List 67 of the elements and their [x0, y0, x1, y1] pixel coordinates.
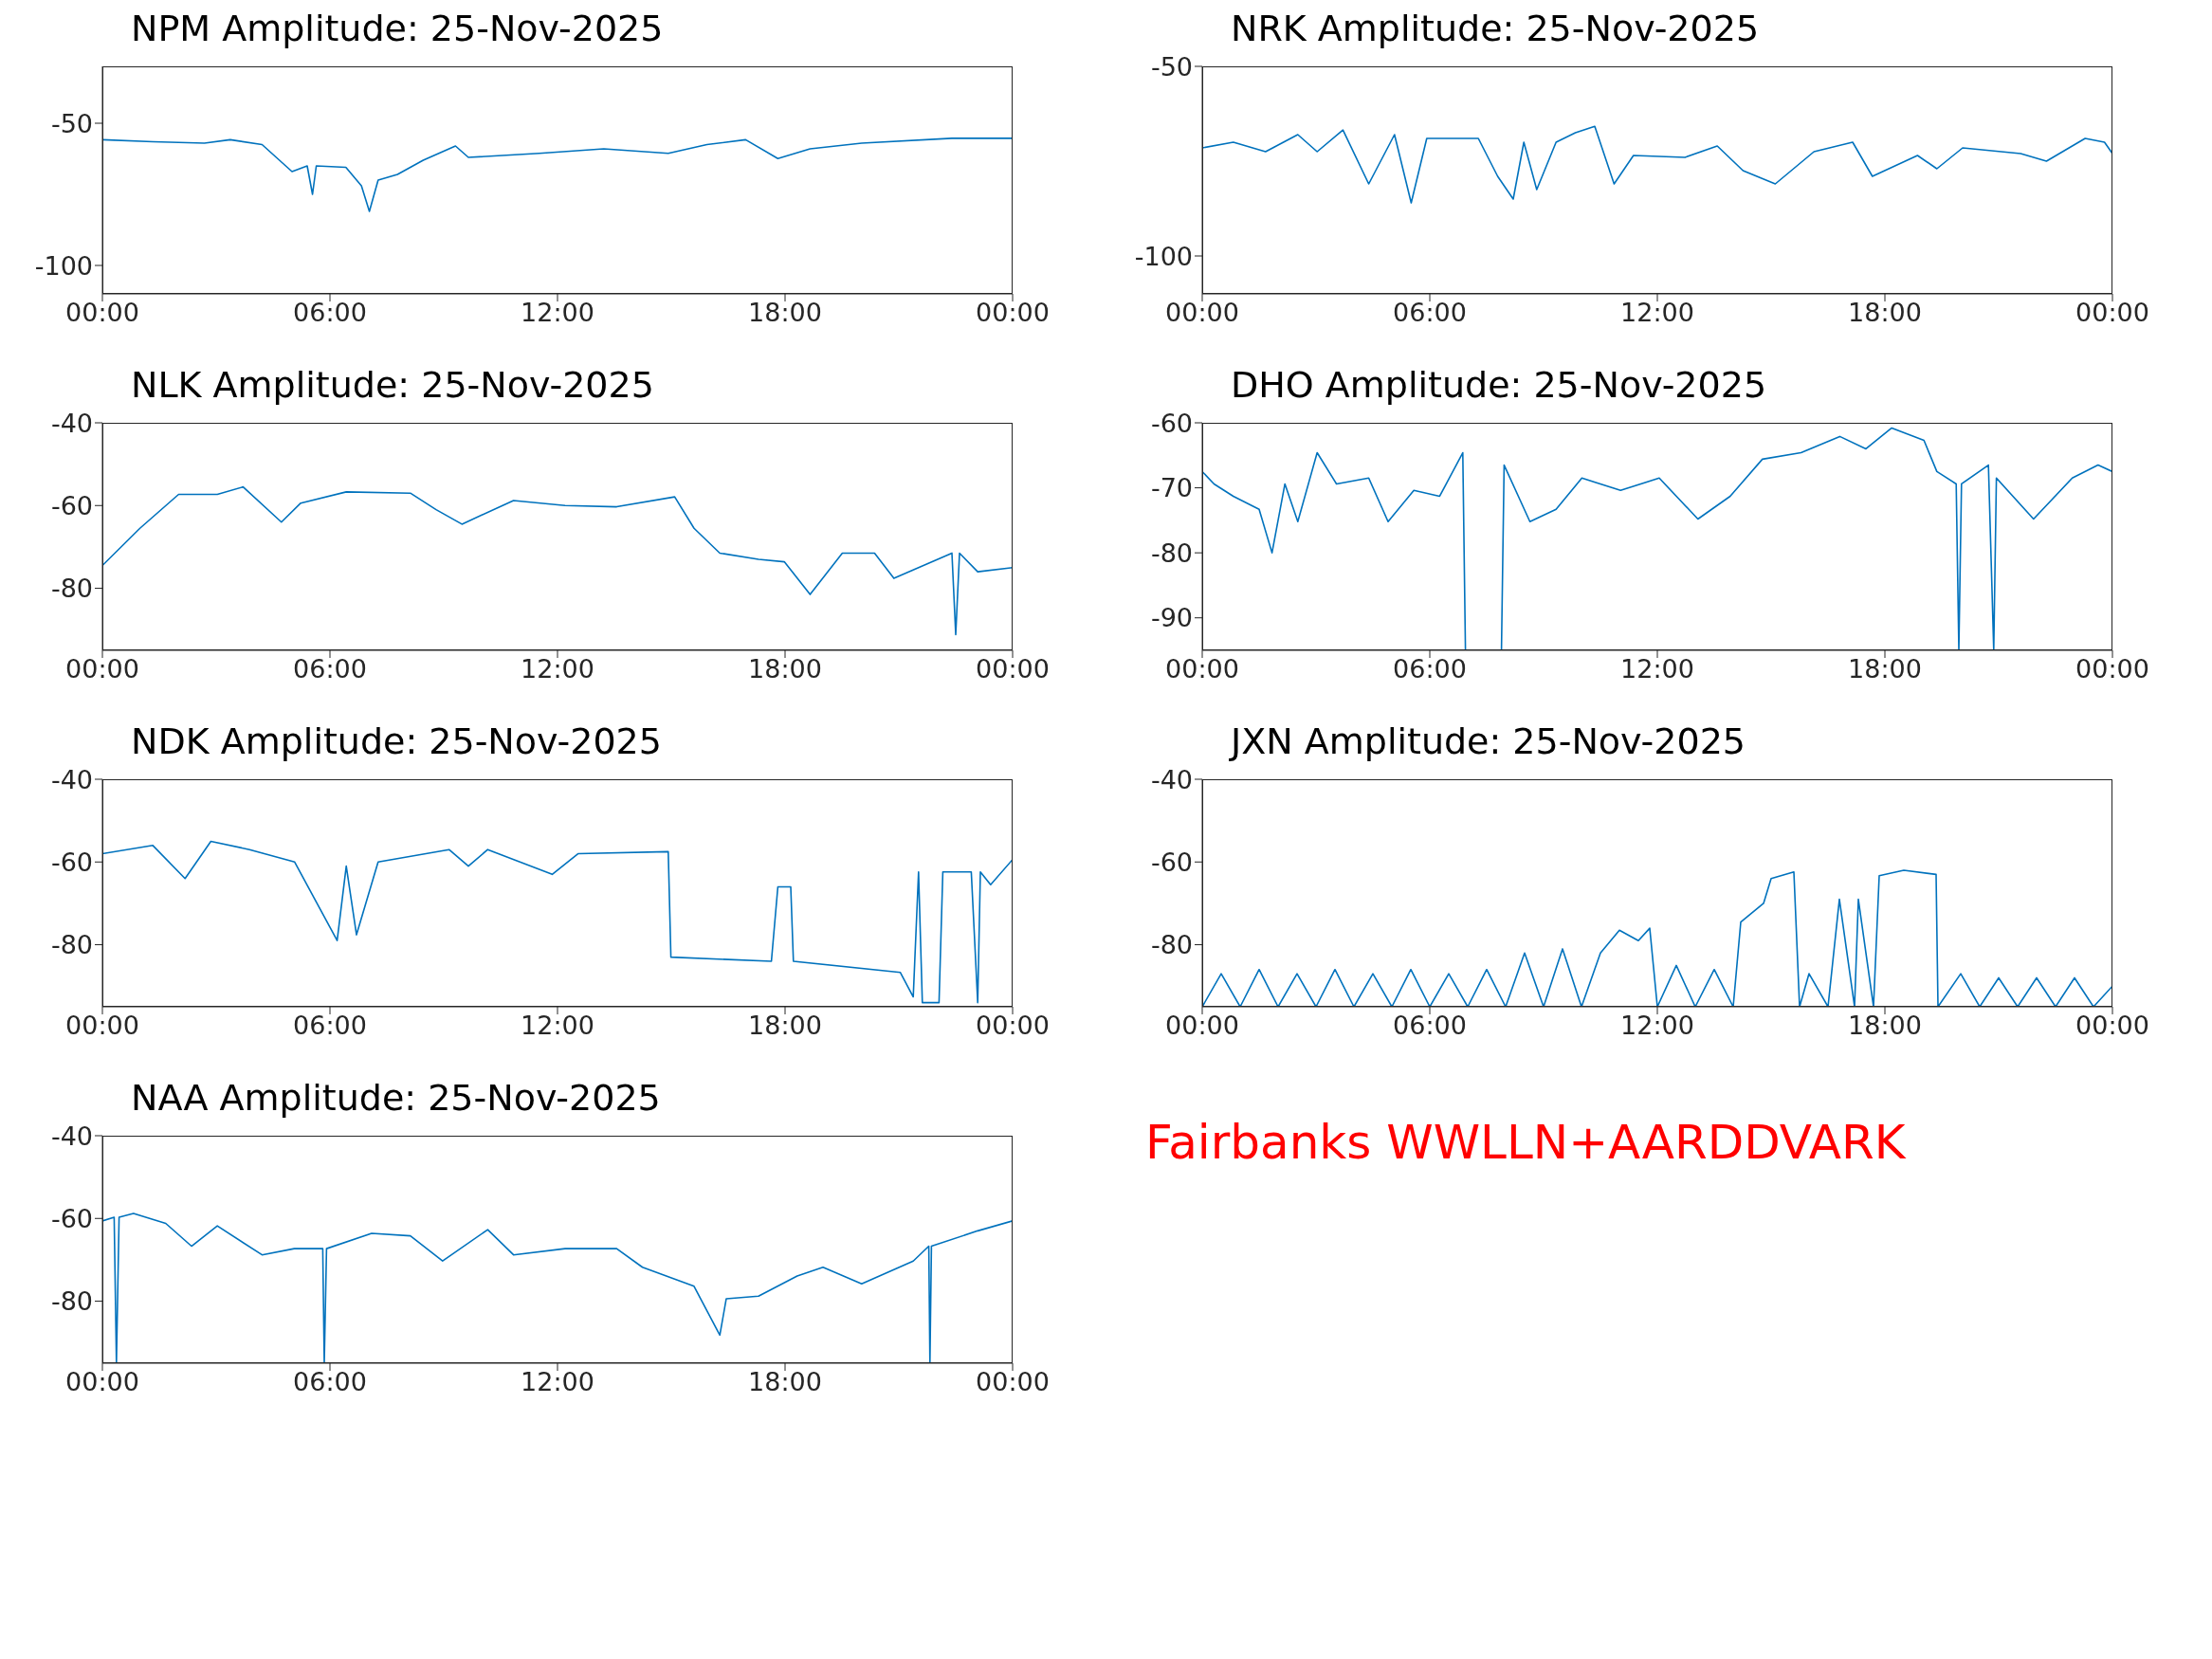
y-tick-label: -50: [1150, 51, 1193, 82]
y-tick-label: -80: [50, 574, 93, 604]
x-tick-label: 12:00: [521, 1367, 594, 1397]
y-tick-label: -80: [1150, 538, 1193, 568]
x-tick-label: 06:00: [1393, 298, 1467, 328]
x-tick-label: 12:00: [1620, 298, 1694, 328]
x-tick-label: 06:00: [293, 298, 367, 328]
x-tick-label: 00:00: [1165, 1011, 1239, 1041]
x-tick-label: 06:00: [293, 1011, 367, 1041]
chart-title: DHO Amplitude: 25-Nov-2025: [1230, 364, 1768, 408]
line-series: [102, 485, 1013, 636]
y-tick-label: -40: [1150, 764, 1193, 794]
x-tick-label: 00:00: [1165, 298, 1239, 328]
y-tick-label: -40: [50, 408, 93, 438]
y-tick-label: -70: [1150, 473, 1193, 503]
y-tick-label: -60: [1150, 847, 1193, 877]
x-tick-label: 18:00: [1848, 298, 1922, 328]
y-tick-label: -40: [50, 764, 93, 794]
x-tick-label: 18:00: [1848, 654, 1922, 684]
x-tick-label: 00:00: [2075, 298, 2149, 328]
chart-title: NPM Amplitude: 25-Nov-2025: [130, 8, 665, 51]
x-tick-label: 00:00: [2075, 1011, 2149, 1041]
y-tick-label: -40: [50, 1121, 93, 1151]
x-tick-label: 18:00: [748, 1011, 822, 1041]
x-tick-label: 12:00: [521, 1011, 594, 1041]
x-tick-label: 00:00: [976, 1011, 1050, 1041]
x-tick-label: 18:00: [748, 654, 822, 684]
y-tick-label: -100: [1134, 241, 1193, 271]
x-tick-label: 00:00: [976, 654, 1050, 684]
x-tick-label: 18:00: [748, 1367, 822, 1397]
x-tick-label: 06:00: [1393, 1011, 1467, 1041]
x-tick-label: 12:00: [521, 298, 594, 328]
chart-title: NDK Amplitude: 25-Nov-2025: [130, 720, 663, 764]
x-tick-label: 06:00: [293, 1367, 367, 1397]
chart-title: NLK Amplitude: 25-Nov-2025: [130, 364, 655, 408]
y-tick-label: -60: [50, 847, 93, 877]
y-tick-label: -80: [50, 1286, 93, 1317]
chart-title: NAA Amplitude: 25-Nov-2025: [130, 1077, 662, 1121]
x-tick-label: 18:00: [748, 298, 822, 328]
x-tick-label: 06:00: [1393, 654, 1467, 684]
x-tick-label: 00:00: [65, 654, 139, 684]
x-tick-label: 18:00: [1848, 1011, 1922, 1041]
x-tick-label: 00:00: [976, 298, 1050, 328]
line-series: [102, 137, 1013, 212]
x-tick-label: 12:00: [1620, 654, 1694, 684]
y-tick-label: -60: [1150, 408, 1193, 438]
y-tick-label: -50: [50, 108, 93, 138]
x-tick-label: 00:00: [65, 1011, 139, 1041]
y-tick-label: -100: [34, 250, 93, 281]
x-tick-label: 00:00: [65, 1367, 139, 1397]
x-tick-label: 06:00: [293, 654, 367, 684]
y-tick-label: -60: [50, 490, 93, 520]
x-tick-label: 00:00: [976, 1367, 1050, 1397]
x-tick-label: 12:00: [1620, 1011, 1694, 1041]
y-tick-label: -90: [1150, 603, 1193, 633]
line-series: [1202, 125, 2112, 204]
x-tick-label: 00:00: [65, 298, 139, 328]
y-tick-label: -80: [1150, 930, 1193, 960]
chart-title: NRK Amplitude: 25-Nov-2025: [1230, 8, 1761, 51]
line-series: [102, 840, 1013, 1004]
y-tick-label: -80: [50, 930, 93, 960]
x-tick-label: 00:00: [1165, 654, 1239, 684]
text: Fairbanks WWLLN+AARDDVARK: [1144, 1114, 1907, 1170]
x-tick-label: 12:00: [521, 654, 594, 684]
x-tick-label: 00:00: [2075, 654, 2149, 684]
chart-title: JXN Amplitude: 25-Nov-2025: [1228, 720, 1746, 764]
y-tick-label: -60: [50, 1203, 93, 1233]
